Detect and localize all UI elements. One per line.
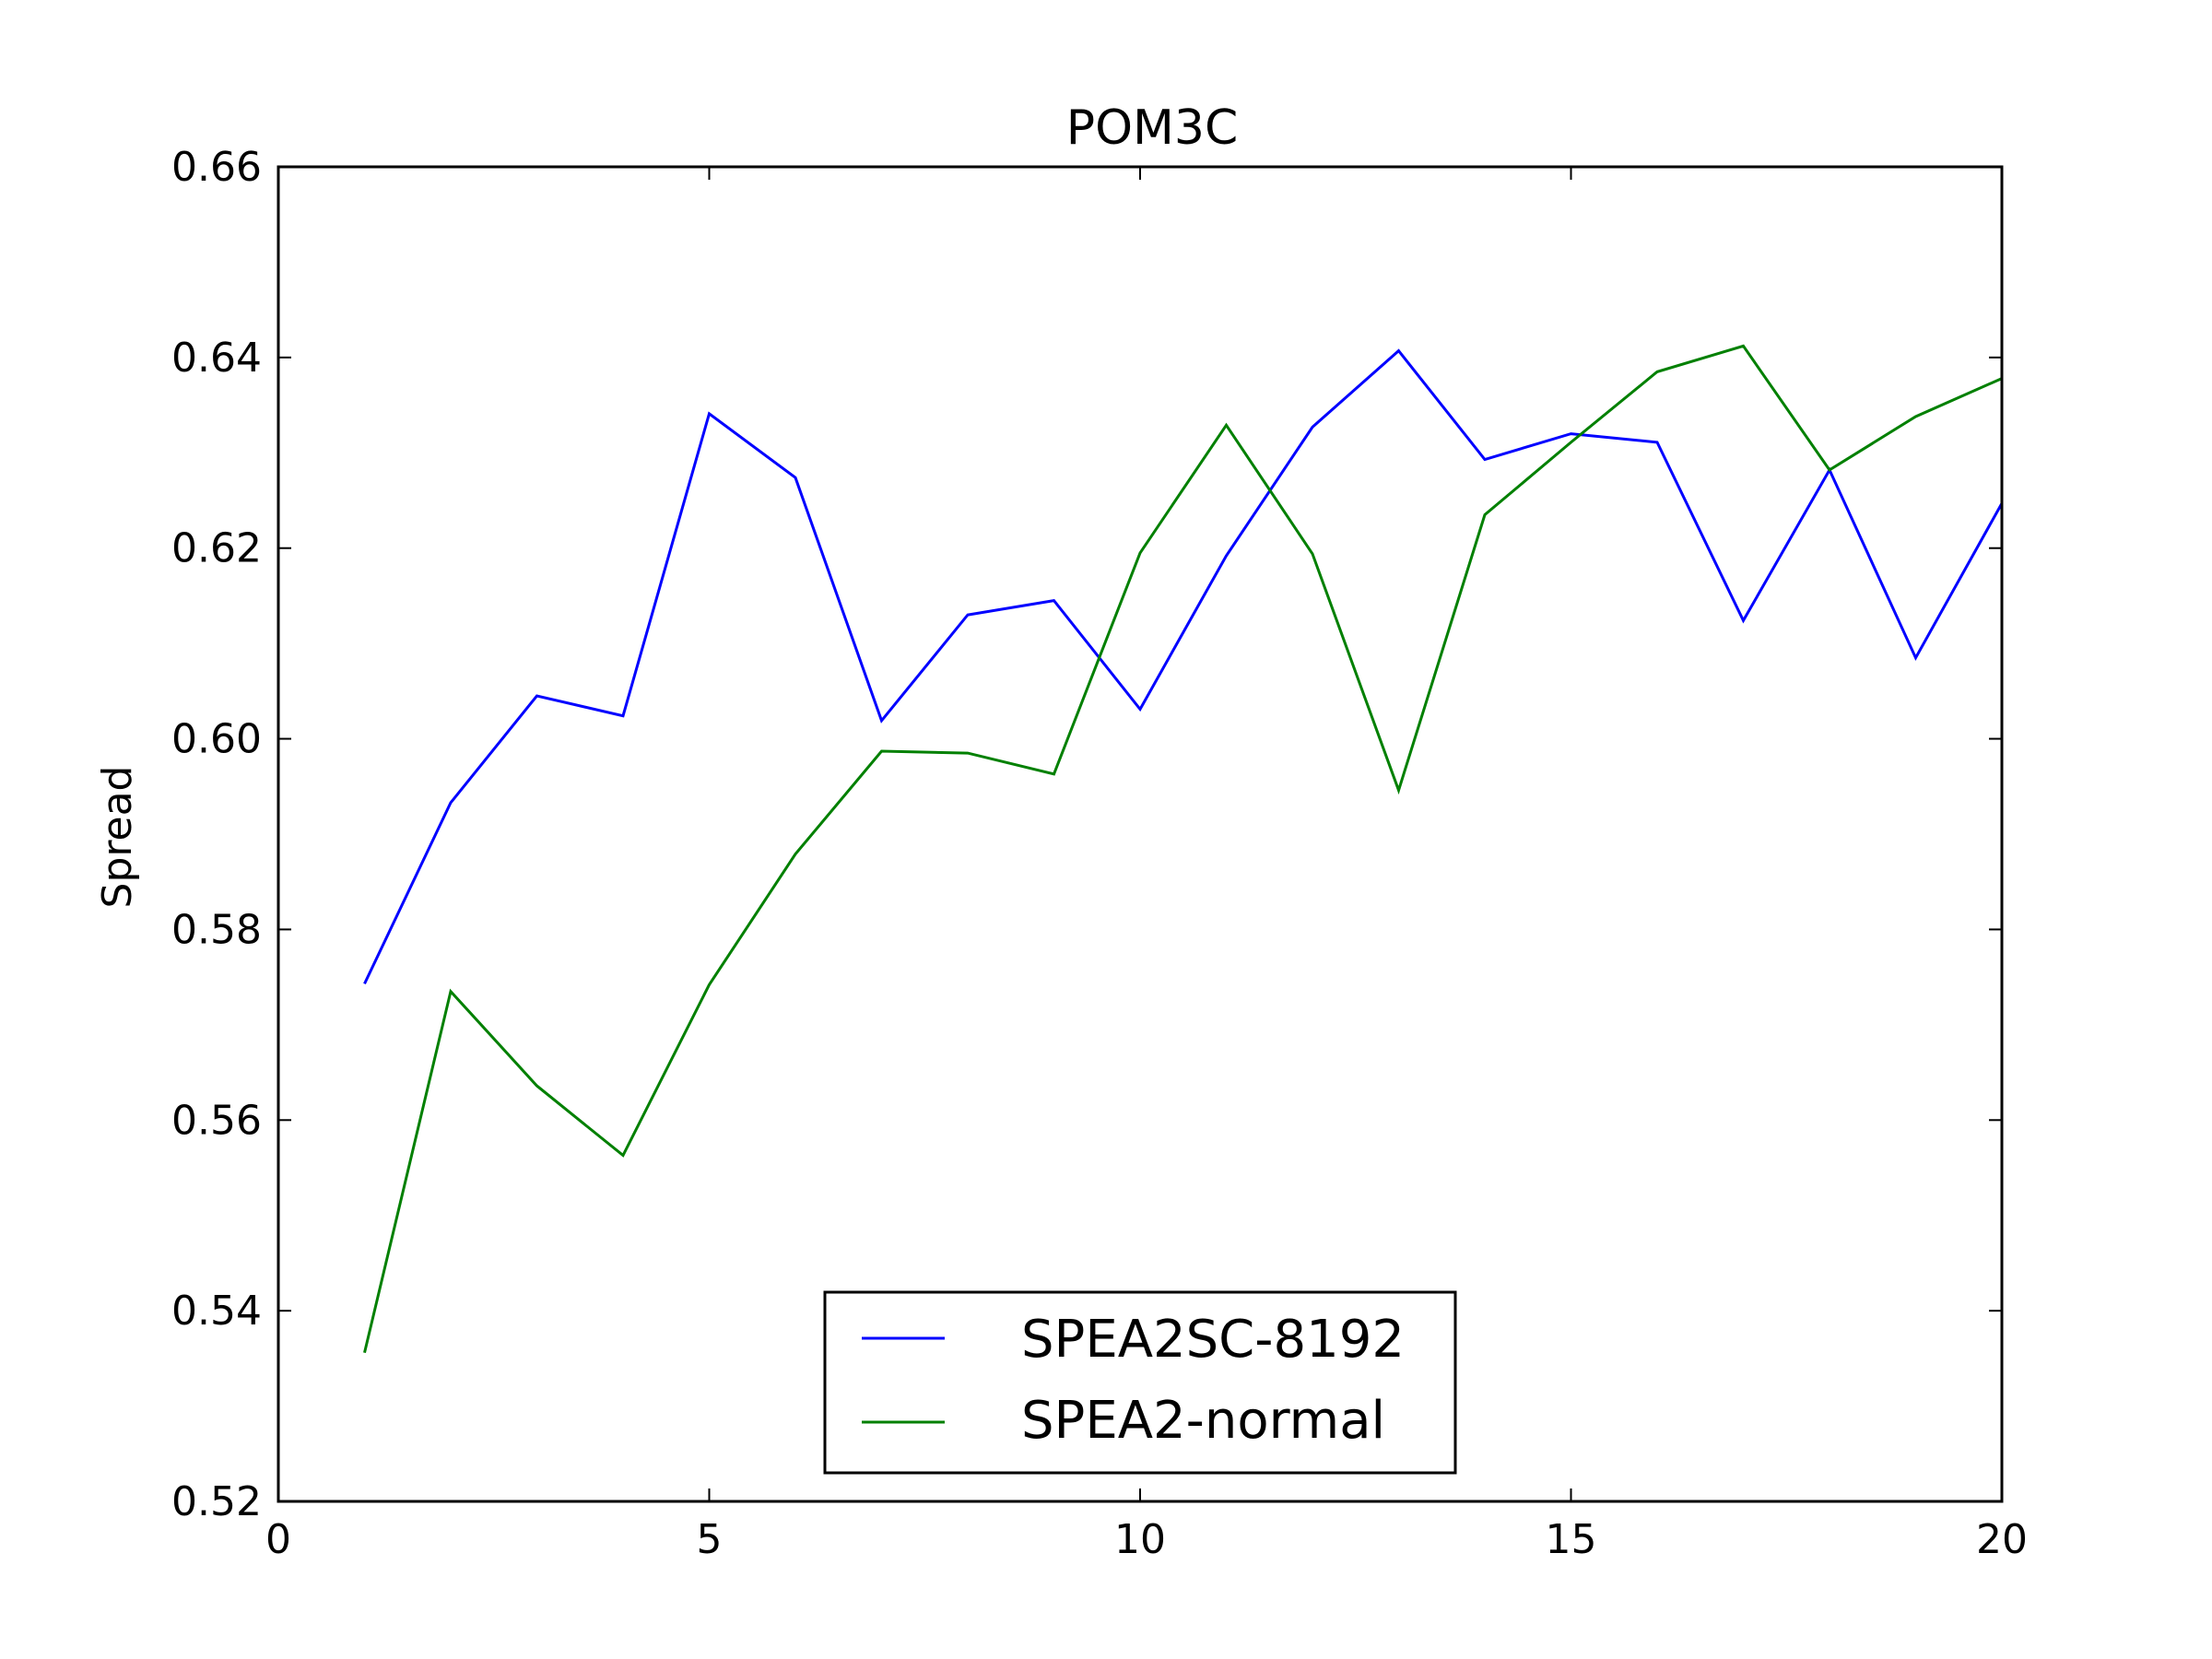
legend-box: [823, 1290, 1457, 1475]
x-tick-label: 0: [265, 1516, 291, 1563]
plot-frame: [276, 165, 2004, 1503]
legend: SPEA2SC-8192 SPEA2-normal: [823, 1290, 1457, 1475]
x-tick-label: 10: [1114, 1516, 1166, 1563]
chart-title: POM3C: [1066, 100, 1239, 156]
legend-label-spea2sc-8192: SPEA2SC-8192: [1021, 1310, 1405, 1370]
y-tick-label: 0.58: [171, 906, 262, 953]
axis-tick-labels: 0 5 10 15 20 0.52 0.54 0.56 0.58 0.60 0.62 0.64 0.66: [171, 144, 2028, 1563]
series-line-spea2-normal: [363, 344, 2003, 1354]
y-tick-label: 0.62: [171, 525, 262, 572]
y-tick-label: 0.64: [171, 335, 262, 382]
y-tick-label: 0.66: [171, 144, 262, 191]
y-tick-label: 0.54: [171, 1288, 262, 1335]
y-tick-label: 0.56: [171, 1097, 262, 1144]
y-tick-label: 0.60: [171, 716, 262, 763]
y-axis-label: Spread: [94, 766, 141, 909]
series-line-spea2sc-8192: [363, 348, 2004, 985]
x-tick-label: 5: [697, 1516, 723, 1563]
series-lines: [363, 344, 2004, 1354]
x-tick-label: 15: [1546, 1516, 1597, 1563]
x-tick-label: 20: [1976, 1516, 2028, 1563]
y-tick-label: 0.52: [171, 1478, 262, 1525]
legend-label-spea2-normal: SPEA2-normal: [1021, 1391, 1385, 1451]
